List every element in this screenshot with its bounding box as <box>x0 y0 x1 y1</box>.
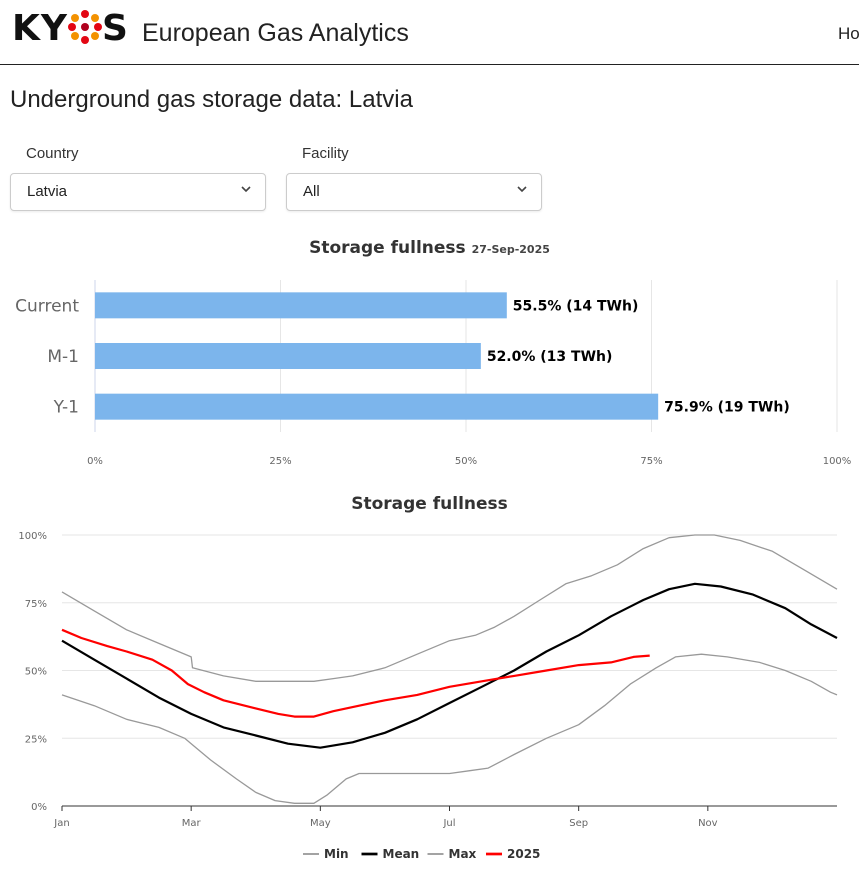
series-line-max <box>61 534 838 682</box>
x-tick-label: Nov <box>698 818 718 829</box>
series-line-min <box>61 653 838 804</box>
bar-chart-title-text: Storage fullness <box>309 238 466 258</box>
x-tick-label: 75% <box>640 456 662 467</box>
bar-current <box>95 292 507 319</box>
x-tick-label: 50% <box>455 456 477 467</box>
logo-letters-ky: KY <box>12 8 68 49</box>
nav-home-link[interactable]: Ho <box>838 24 859 43</box>
x-tick-label: 100% <box>823 456 852 467</box>
chevron-down-icon <box>517 186 527 193</box>
page-title: Underground gas storage data: Latvia <box>10 86 413 113</box>
series-line-2025 <box>61 628 650 718</box>
chevron-down-icon <box>241 186 251 193</box>
x-tick-label: 25% <box>269 456 291 467</box>
x-tick-label: Mar <box>182 818 202 829</box>
storage-bar-chart: 0% 25% 50% 75% 100% Current 55.5% (14 TWh) M-1 5… <box>15 280 852 467</box>
legend-item-min: Min <box>324 847 349 861</box>
storage-line-chart: 0% 25% 50% 75% 100% Jan Mar May Jul Sep Nov Min Mean… <box>18 531 838 861</box>
x-tick-label: 0% <box>87 456 103 467</box>
bar-data-label: 52.0% (13 TWh) <box>487 349 613 365</box>
facility-select[interactable]: All <box>286 173 542 211</box>
bar-chart-date: 27-Sep-2025 <box>471 243 550 256</box>
bar-data-label: 55.5% (14 TWh) <box>513 298 639 314</box>
country-select-value: Latvia <box>27 183 68 200</box>
y-tick-label: 50% <box>25 667 47 678</box>
country-select[interactable]: Latvia <box>10 173 266 211</box>
x-tick-label: Jan <box>53 818 69 829</box>
bar-data-label: 75.9% (19 TWh) <box>664 400 790 416</box>
legend-item-2025: 2025 <box>507 847 540 861</box>
line-chart-title: Storage fullness <box>351 494 508 514</box>
legend-item-max: Max <box>449 847 477 861</box>
top-navbar: KY S European Gas Analytics Ho <box>0 0 859 65</box>
bar-chart-title: Storage fullness 27-Sep-2025 <box>0 238 859 258</box>
x-tick-label: May <box>310 818 331 829</box>
x-tick-label: Jul <box>442 818 455 829</box>
logo-letter-s: S <box>101 8 129 49</box>
x-tick-label: Sep <box>569 818 588 829</box>
country-label: Country <box>26 145 79 162</box>
legend-item-mean: Mean <box>383 847 420 861</box>
y-category-label: M-1 <box>47 347 79 367</box>
kyos-logo[interactable]: KY S <box>12 8 129 49</box>
logo-dots-icon <box>67 10 102 44</box>
app-title: European Gas Analytics <box>142 19 409 47</box>
y-tick-label: 0% <box>31 802 47 813</box>
y-category-label: Current <box>15 296 79 316</box>
facility-label: Facility <box>302 145 349 162</box>
series-line-mean <box>61 582 838 749</box>
y-category-label: Y-1 <box>53 398 79 418</box>
bar-y-1 <box>95 393 659 420</box>
y-tick-label: 100% <box>18 531 47 542</box>
y-tick-label: 75% <box>25 599 47 610</box>
y-tick-label: 25% <box>25 734 47 745</box>
bar-m-1 <box>95 343 481 369</box>
facility-select-value: All <box>303 183 320 200</box>
